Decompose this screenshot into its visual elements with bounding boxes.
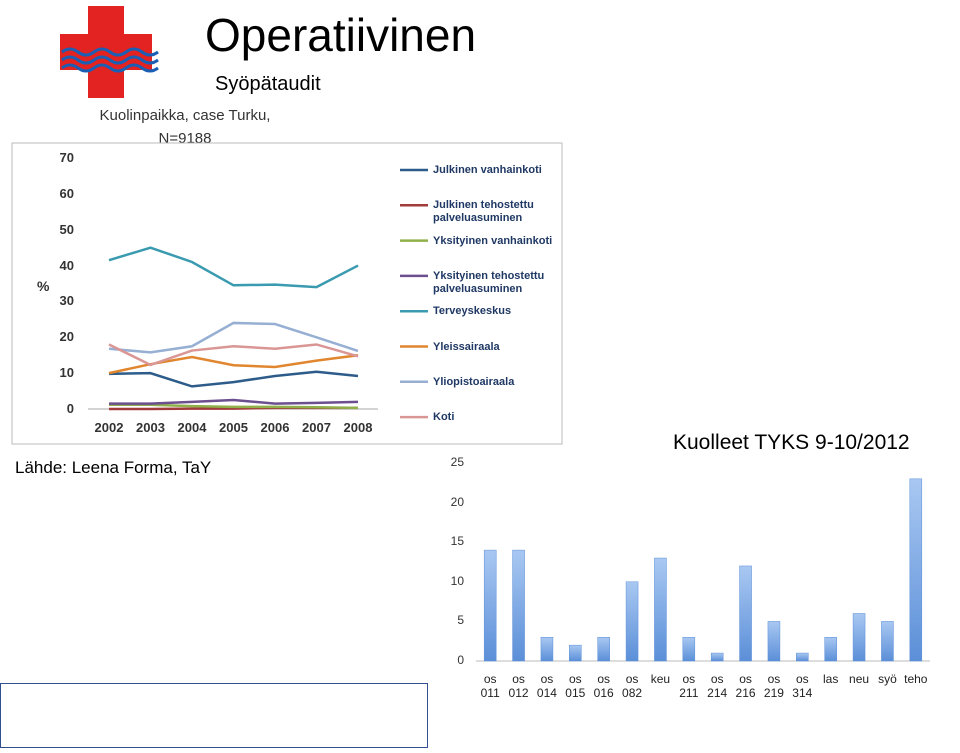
bar: [625, 581, 639, 662]
x-tick-label: keu: [650, 672, 671, 686]
y-tick-label: 20: [450, 494, 464, 509]
x-tick-label: os 014: [536, 672, 557, 700]
y-tick-label: 0: [457, 653, 464, 667]
y-tick-label: 0: [66, 401, 74, 416]
x-tick-label: os 211: [679, 672, 699, 700]
y-tick-label: 30: [59, 293, 74, 309]
x-tick-label: 2006: [260, 420, 290, 435]
x-tick-label: os 219: [763, 672, 784, 700]
bar: [767, 621, 781, 662]
x-tick-label: os 016: [593, 672, 614, 700]
x-tick-label: os 314: [792, 672, 813, 700]
bar: [682, 636, 696, 662]
x-tick-label: syö: [878, 672, 897, 686]
line: [109, 406, 358, 411]
bar: [654, 557, 667, 662]
x-tick-label: os 011: [480, 672, 500, 700]
y-tick-label: 10: [450, 573, 464, 588]
bar: [710, 652, 724, 662]
line: [109, 398, 359, 405]
bar: [483, 549, 497, 662]
source: Lähde: Leena Forma, TaY: [15, 458, 212, 477]
bar: [881, 621, 894, 662]
x-tick-label: 2002: [94, 420, 124, 435]
x-tick-label: os 214: [707, 672, 728, 700]
y-tick-label: 20: [59, 329, 74, 345]
bar: [739, 565, 752, 662]
x-tick-label: 2005: [219, 420, 248, 435]
x-tick-label: os 216: [735, 672, 756, 700]
y-tick-label: 10: [59, 365, 74, 381]
legend-label: Terveyskeskus: [433, 305, 512, 318]
line: [108, 353, 359, 375]
y-tick-label: 40: [59, 257, 74, 273]
footer: Valmistellut toimialuejohtaja Jukka Sipi…: [12, 693, 371, 732]
legend-label: Yleissairaala: [433, 340, 500, 353]
x-tick-label: os 082: [622, 672, 643, 700]
y-tick-label: 5: [457, 613, 464, 628]
slide-title: Operatiivinen: [205, 9, 477, 61]
line: [108, 246, 359, 289]
x-tick-label: las: [823, 672, 839, 686]
line: [109, 403, 359, 410]
slide-subtitle: Syöpätaudit: [215, 73, 321, 95]
x-tick-label: 2003: [136, 420, 165, 435]
y-tick-label: 50: [59, 221, 74, 237]
x-tick-label: 2004: [177, 420, 207, 435]
bar: [540, 636, 554, 662]
x-tick-label: teho: [904, 672, 928, 686]
legend-label: Koti: [433, 411, 455, 424]
bar: [569, 644, 582, 662]
logo: [60, 6, 159, 98]
y-tick-label: 15: [450, 534, 464, 549]
bar: [512, 549, 525, 662]
bar: [597, 636, 610, 662]
x-tick-label: os 015: [565, 672, 586, 700]
x-tick-label: neu: [849, 672, 870, 686]
x-tick-label: 2007: [302, 420, 331, 435]
chart-title: Kuolleet TYKS 9-10/2012: [673, 431, 910, 454]
x-tick-label: 2008: [343, 420, 373, 435]
chart-title: Kuolinpaikka, case Turku, N=9188: [99, 107, 271, 147]
legend-label: Yliopistoairaala: [433, 375, 515, 388]
legend-label: Julkinen vanhainkoti: [433, 164, 542, 176]
bar: [852, 613, 866, 662]
y-tick-label: 25: [450, 455, 464, 469]
legend-label: Julkinen tehostettu palveluasuminen: [433, 199, 534, 225]
y-tick-label: 60: [59, 185, 74, 201]
bar: [796, 652, 809, 662]
legend-label: Yksityinen tehostettu palveluasuminen: [433, 269, 545, 295]
legend-label: Yksityinen vanhainkoti: [433, 234, 553, 247]
line: [108, 343, 359, 367]
line: [108, 370, 359, 388]
y-axis-label: %: [37, 278, 50, 294]
line: [108, 321, 359, 354]
x-tick-label: os 012: [508, 672, 529, 700]
bar: [909, 478, 923, 662]
bar: [824, 636, 837, 662]
y-tick-label: 70: [59, 150, 74, 165]
